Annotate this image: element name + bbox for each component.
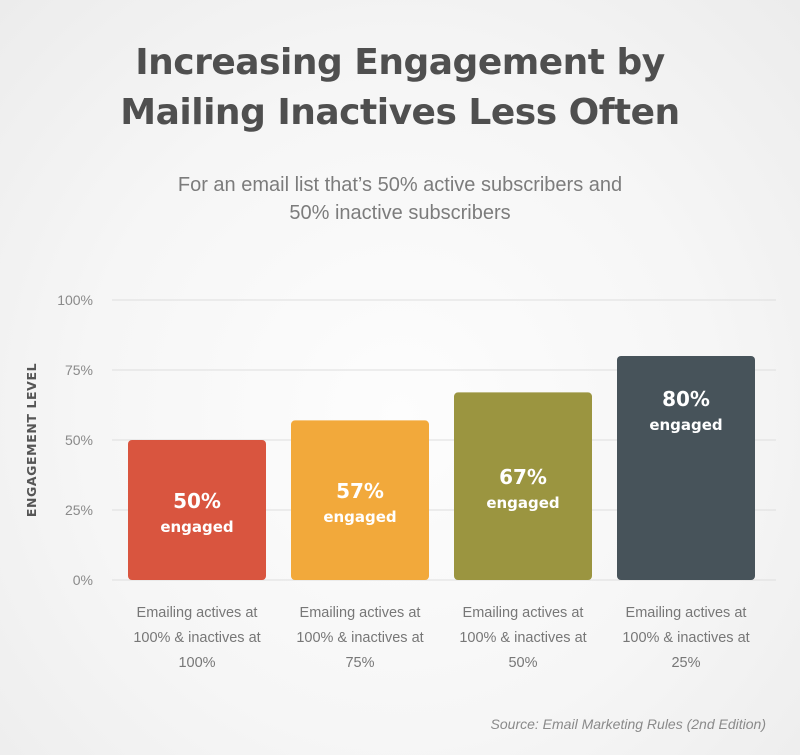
x-category-label: 100% xyxy=(178,655,215,671)
x-category-label: 100% & inactives at xyxy=(133,630,260,646)
data-label-value: 57% xyxy=(336,479,384,503)
data-label-value: 80% xyxy=(662,387,710,411)
data-label-engaged: engaged xyxy=(486,494,559,512)
x-category-label: 100% & inactives at xyxy=(296,630,423,646)
bar-1 xyxy=(128,440,266,580)
x-category-label: Emailing actives at xyxy=(300,605,421,621)
data-label-value: 67% xyxy=(499,465,547,489)
bar-3 xyxy=(454,392,592,580)
x-category-label: Emailing actives at xyxy=(137,605,258,621)
chart-title: Increasing Engagement by Mailing Inactiv… xyxy=(0,38,800,138)
y-tick-label: 100% xyxy=(57,292,93,308)
y-tick-label: 50% xyxy=(65,432,93,448)
data-label-value: 50% xyxy=(173,489,221,513)
title-line-2: Mailing Inactives Less Often xyxy=(120,92,680,133)
y-tick-label: 75% xyxy=(65,362,93,378)
x-category-label: 25% xyxy=(671,655,700,671)
y-axis-label: ENGAGEMENT LEVEL xyxy=(24,363,39,517)
x-category-label: 50% xyxy=(508,655,537,671)
y-tick-label: 25% xyxy=(65,502,93,518)
data-label-engaged: engaged xyxy=(649,416,722,434)
source-note: Source: Email Marketing Rules (2nd Editi… xyxy=(490,716,766,732)
data-label-engaged: engaged xyxy=(160,518,233,536)
y-tick-label: 0% xyxy=(73,572,93,588)
x-category-label: Emailing actives at xyxy=(626,605,747,621)
title-line-1: Increasing Engagement by xyxy=(135,42,665,83)
x-category-label: Emailing actives at xyxy=(463,605,584,621)
x-category-label: 100% & inactives at xyxy=(459,630,586,646)
subtitle-line-2: 50% inactive subscribers xyxy=(289,202,511,224)
x-category-label: 75% xyxy=(345,655,374,671)
x-category-label: 100% & inactives at xyxy=(622,630,749,646)
chart-subtitle: For an email list that’s 50% active subs… xyxy=(0,171,800,227)
subtitle-line-1: For an email list that’s 50% active subs… xyxy=(177,174,623,196)
bar-4 xyxy=(617,356,755,580)
bar-2 xyxy=(291,420,429,580)
data-label-engaged: engaged xyxy=(323,508,396,526)
